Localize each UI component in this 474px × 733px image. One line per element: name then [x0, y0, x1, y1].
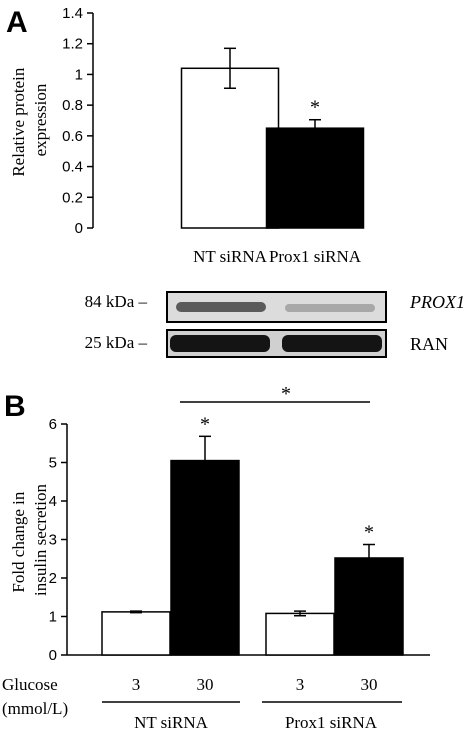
b-category-label: 30: [361, 675, 378, 694]
a-ytick-label: 0: [75, 220, 83, 237]
western-blot: 84 kDa – 25 kDa – PROX1 RAN: [85, 291, 465, 358]
glucose-label: Glucose: [2, 675, 58, 694]
b-ytick-label: 6: [49, 416, 57, 433]
a-ytick-label: 0.6: [62, 128, 83, 145]
blot-band-prox1-kd: [285, 304, 375, 312]
group-label-prox1-sirna: Prox1 siRNA: [285, 713, 378, 732]
b-bar: [101, 611, 171, 656]
panel-a-ylabel: Relative protein expression: [9, 63, 50, 176]
panel-a-chart: A Relative protein expression 0 0.2 0.4 0.6…: [6, 5, 465, 358]
panel-b-chart: B Fold change in insulin secretion 0 1 2 3 4…: [2, 383, 430, 732]
b-ytick-label: 2: [49, 570, 57, 587]
panel-b-label: B: [4, 390, 26, 423]
blot-label-prox1: PROX1: [409, 292, 465, 312]
a-bar: [265, 127, 365, 229]
b-significance-star: *: [200, 413, 210, 435]
blot-label-ran: RAN: [410, 334, 448, 354]
b-ytick-label: 5: [49, 455, 57, 472]
significance-bracket-star: *: [281, 383, 291, 405]
b-ytick-label: 0: [49, 647, 57, 664]
group-label-nt-sirna: NT siRNA: [134, 713, 209, 732]
a-category-label: Prox1 siRNA: [269, 247, 362, 266]
b-category-label: 3: [132, 675, 141, 694]
panel-b-category-labels: 3 30 3 30: [132, 675, 378, 694]
panel-a-ylabel-line2: expression: [31, 83, 50, 156]
a-ytick-label: 1: [75, 66, 83, 83]
panel-a-label: A: [6, 6, 28, 39]
a-ytick-label: 1.2: [62, 36, 83, 53]
blot-band-ran-nt: [170, 335, 270, 352]
a-ytick-label: 0.8: [62, 97, 83, 114]
panel-a-category-labels: NT siRNA Prox1 siRNA: [193, 247, 362, 266]
b-ytick-label: 4: [49, 493, 57, 510]
blot-band-ran-kd: [282, 335, 382, 352]
b-ytick-label: 3: [49, 532, 57, 549]
a-ytick-label: 0.2: [62, 189, 83, 206]
blot-marker-84kda: 84 kDa –: [85, 292, 148, 311]
panel-a-yaxis-ticks: 0 0.2 0.4 0.6 0.8 1 1.2 1.4: [62, 5, 94, 237]
panel-b-bars: **: [101, 413, 404, 656]
panel-b-ylabel-line1: Fold change in: [9, 491, 28, 593]
panel-b-ylabel: Fold change in insulin secretion: [9, 484, 50, 596]
b-bar: [170, 459, 240, 656]
a-category-label: NT siRNA: [193, 247, 268, 266]
b-category-label: 3: [296, 675, 305, 694]
b-significance-star: *: [364, 522, 374, 544]
b-bar: [265, 612, 335, 656]
a-bar: [180, 67, 280, 229]
glucose-unit-label: (mmol/L): [2, 699, 68, 718]
panel-b-ylabel-line2: insulin secretion: [31, 484, 50, 596]
a-ytick-label: 1.4: [62, 5, 83, 22]
panel-a-bars: *: [180, 47, 365, 229]
b-ytick-label: 1: [49, 609, 57, 626]
blot-band-prox1-nt: [176, 302, 266, 312]
a-ytick-label: 0.4: [62, 159, 83, 176]
b-category-label: 30: [197, 675, 214, 694]
a-significance-star: *: [310, 97, 320, 119]
panel-a-ylabel-line1: Relative protein: [9, 67, 28, 177]
b-bar: [334, 557, 404, 656]
blot-marker-25kda: 25 kDa –: [85, 333, 148, 352]
